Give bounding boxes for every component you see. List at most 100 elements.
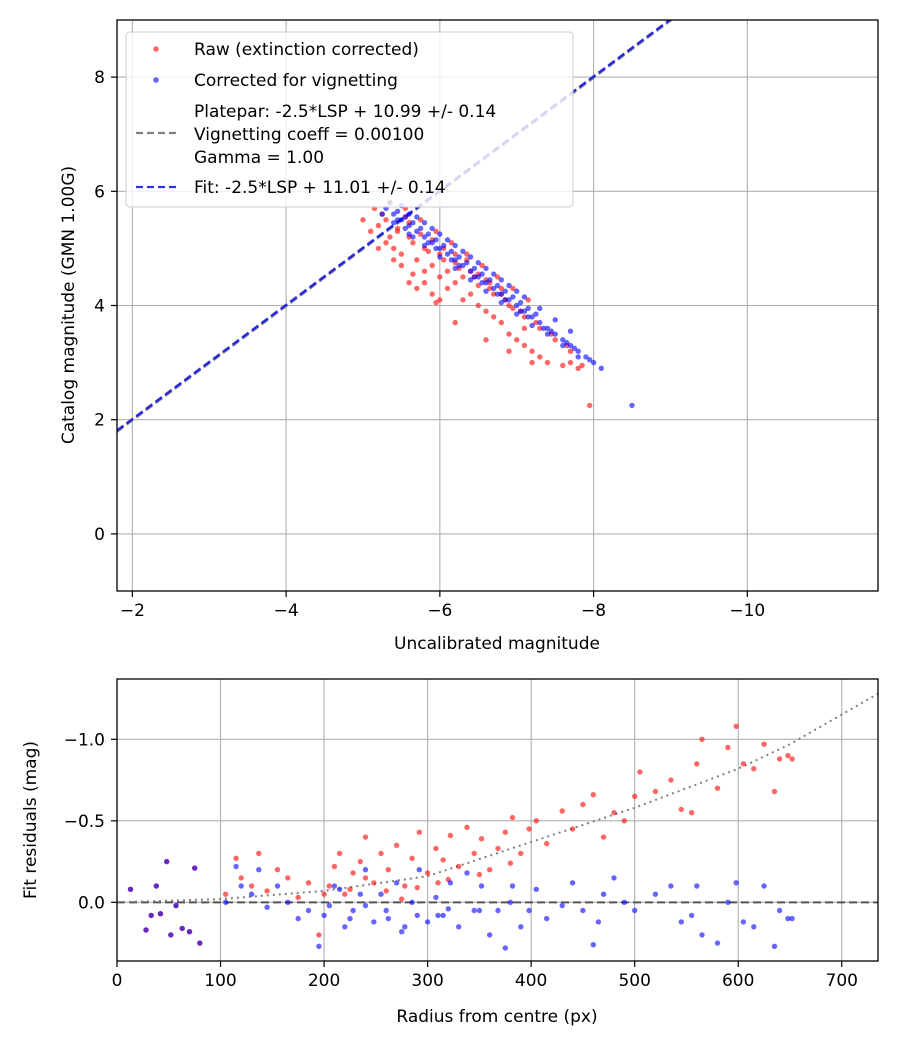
bottom-corrected-point	[321, 912, 327, 919]
bottom-corrected-point	[559, 902, 565, 909]
top-raw-point	[360, 217, 366, 223]
top-corrected-point	[506, 297, 512, 303]
legend-platepar-label: Platepar: -2.5*LSP + 10.99 +/- 0.14	[194, 102, 496, 122]
top-raw-point	[494, 274, 501, 280]
top-corrected-point	[398, 217, 405, 223]
top-raw-point	[437, 297, 443, 303]
top-raw-point	[394, 228, 401, 234]
bottom-raw-point	[264, 888, 270, 894]
bottom-corrected-point	[495, 907, 501, 914]
top-raw-point	[417, 217, 424, 223]
top-corrected-point	[540, 325, 547, 331]
bottom-corrected-point	[238, 883, 244, 889]
top-raw-point	[475, 302, 481, 309]
top-raw-point	[560, 362, 566, 369]
top-raw-point	[529, 359, 535, 366]
bottom-raw-point	[274, 867, 281, 873]
bottom-corrected-point	[383, 907, 389, 914]
top-raw-point	[464, 251, 470, 257]
bottom-y-ticks: 0.0 −0.5 −1.0	[64, 730, 117, 913]
bottom-raw-point	[533, 818, 539, 824]
top-raw-point	[460, 274, 466, 280]
top-corrected-point	[552, 331, 558, 337]
bottom-raw-point	[733, 723, 739, 729]
top-corrected-point	[460, 248, 466, 254]
bottom-raw-point	[471, 850, 477, 857]
bottom-x-tick-label: 300	[411, 971, 443, 991]
top-raw-point	[483, 337, 489, 343]
top-raw-point	[521, 325, 528, 331]
top-raw-point	[414, 285, 420, 292]
bottom-corrected-point	[173, 902, 179, 909]
top-corrected-point	[402, 225, 408, 232]
bottom-x-axis-label: Radius from centre (px)	[396, 1007, 597, 1027]
bottom-raw-point	[652, 788, 659, 795]
top-corrected-point	[475, 260, 481, 266]
top-corrected-point	[537, 319, 543, 326]
top-corrected-point	[444, 251, 451, 257]
bottom-corrected-point	[316, 943, 322, 949]
top-corrected-point	[467, 254, 474, 260]
bottom-corrected-point	[305, 907, 312, 914]
top-corrected-point	[502, 297, 508, 303]
top-corrected-point	[583, 354, 589, 360]
top-raw-point	[429, 291, 435, 297]
top-raw-point	[410, 240, 416, 246]
top-corrected-point	[437, 245, 443, 252]
legend-raw-label: Raw (extinction corrected)	[194, 40, 419, 60]
top-corrected-point	[598, 365, 604, 371]
bottom-corrected-point	[595, 919, 602, 925]
bottom-raw-point	[435, 880, 441, 886]
bottom-raw-point	[580, 801, 586, 808]
bottom-raw-point	[487, 867, 493, 873]
bottom-corrected-point	[478, 883, 485, 889]
top-corrected-point	[529, 314, 535, 320]
top-corrected-point	[471, 265, 478, 272]
top-corrected-point	[441, 242, 447, 249]
bottom-raw-point	[362, 875, 369, 881]
top-raw-point	[475, 282, 481, 289]
top-corrected-point	[483, 280, 489, 286]
bottom-corrected-point	[447, 880, 454, 886]
bottom-corrected-point	[785, 915, 791, 922]
top-corrected-point	[379, 211, 385, 217]
bottom-raw-point	[509, 814, 516, 821]
bottom-corrected-point	[248, 891, 255, 897]
top-corrected-point	[452, 242, 458, 249]
top-corrected-point	[514, 311, 520, 317]
top-y-tick-label: 4	[94, 297, 105, 317]
top-raw-point	[537, 354, 543, 360]
top-corrected-point	[444, 237, 451, 243]
bottom-corrected-point	[502, 945, 508, 951]
bottom-raw-point	[256, 850, 262, 857]
bottom-raw-point	[336, 850, 343, 857]
top-corrected-point	[406, 211, 412, 217]
bottom-corrected-point	[148, 912, 154, 919]
top-raw-point	[452, 319, 458, 326]
bottom-raw-point	[569, 826, 576, 832]
bottom-reference-lines	[117, 692, 878, 904]
bottom-corrected-point	[445, 906, 451, 912]
bottom-corrected-point	[789, 915, 795, 922]
top-raw-point	[437, 274, 443, 280]
bottom-corrected-point	[526, 907, 532, 914]
bottom-corrected-point	[699, 932, 705, 938]
top-raw-point	[421, 268, 428, 274]
bottom-raw-point	[385, 867, 391, 873]
bottom-corrected-point	[776, 907, 783, 914]
bottom-x-tick-label: 200	[308, 971, 340, 991]
legend-raw-marker	[153, 46, 159, 52]
bottom-corrected-point	[402, 924, 408, 930]
top-raw-point	[444, 268, 451, 274]
top-corrected-point	[514, 302, 520, 309]
top-corrected-point	[475, 274, 481, 280]
bottom-corrected-point	[264, 904, 270, 910]
bottom-x-tick-label: 0	[112, 971, 123, 991]
top-raw-point	[506, 331, 512, 337]
legend-fit-label: Fit: -2.5*LSP + 11.01 +/- 0.14	[194, 178, 446, 198]
top-y-ticks: 0 2 4 6 8	[94, 68, 117, 545]
bottom-raw-point	[371, 880, 377, 886]
top-corrected-point	[521, 308, 528, 314]
bottom-raw-point	[621, 818, 627, 824]
bottom-raw-point	[776, 756, 783, 762]
